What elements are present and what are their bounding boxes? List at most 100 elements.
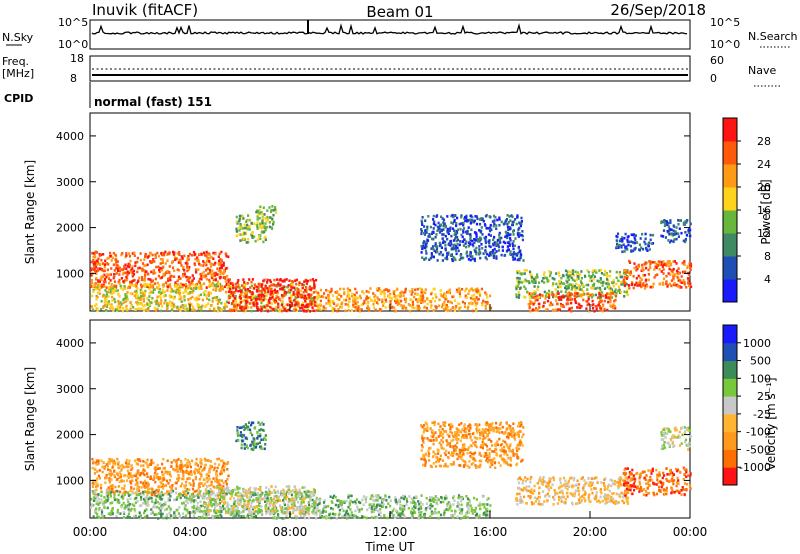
data-cell <box>194 499 198 502</box>
data-cell <box>516 276 520 280</box>
data-cell <box>451 307 454 310</box>
data-cell <box>560 276 563 280</box>
data-cell <box>517 296 520 299</box>
data-cell <box>164 262 167 265</box>
data-cell <box>396 303 399 307</box>
data-cell <box>204 262 207 266</box>
data-cell <box>329 290 332 294</box>
data-cell <box>544 276 547 280</box>
data-cell <box>109 484 112 488</box>
data-cell <box>669 262 673 266</box>
data-cell <box>179 261 182 265</box>
data-cell <box>104 481 107 484</box>
data-cell <box>207 501 210 504</box>
data-cell <box>219 272 222 276</box>
data-cell <box>242 295 245 298</box>
data-cell <box>662 283 665 286</box>
data-cell <box>250 292 253 296</box>
data-cell <box>107 277 111 280</box>
data-cell <box>199 458 202 461</box>
data-cell <box>123 490 126 494</box>
data-cell <box>251 236 254 239</box>
data-cell <box>384 306 387 309</box>
data-cell <box>177 308 180 311</box>
data-cell <box>434 242 437 245</box>
data-cell <box>297 289 300 292</box>
data-cell <box>644 266 648 270</box>
data-cell <box>196 493 199 497</box>
data-cell <box>196 304 199 307</box>
data-cell <box>153 467 156 470</box>
data-cell <box>123 484 126 487</box>
data-cell <box>188 252 192 256</box>
data-cell <box>167 505 170 508</box>
data-cell <box>411 290 414 294</box>
data-cell <box>450 301 453 305</box>
colorbar-swatch <box>723 118 737 142</box>
data-cell <box>340 295 343 298</box>
data-cell <box>305 310 308 313</box>
data-cell <box>484 245 487 249</box>
data-cell <box>447 290 450 294</box>
data-cell <box>108 488 111 491</box>
data-cell <box>146 463 149 467</box>
data-cell <box>210 480 213 484</box>
data-cell <box>310 303 313 306</box>
data-cell <box>465 216 468 220</box>
data-cell <box>139 516 142 520</box>
data-cell <box>181 512 185 515</box>
data-cell <box>444 234 447 238</box>
data-cell <box>246 288 250 291</box>
data-cell <box>549 301 552 305</box>
data-cell <box>206 267 209 270</box>
data-cell <box>96 495 99 498</box>
data-cell <box>96 500 99 503</box>
data-cell <box>119 473 123 476</box>
data-cell <box>165 479 169 483</box>
data-cell <box>469 238 472 242</box>
data-cell <box>126 515 129 518</box>
data-cell <box>387 289 390 293</box>
data-cell <box>635 277 638 280</box>
data-cell <box>150 497 153 500</box>
data-cell <box>146 481 149 485</box>
data-cell <box>117 485 120 488</box>
data-cell <box>157 301 160 305</box>
data-cell <box>153 260 156 263</box>
data-cell <box>197 258 200 262</box>
data-cell <box>118 269 122 273</box>
data-cell <box>419 298 422 302</box>
data-cell <box>438 231 442 234</box>
data-cell <box>161 493 164 497</box>
data-cell <box>635 268 638 272</box>
data-cell <box>116 457 119 461</box>
data-cell <box>255 302 258 305</box>
data-cell <box>265 226 268 229</box>
data-cell <box>139 464 142 468</box>
data-cell <box>209 495 212 498</box>
data-cell <box>122 465 125 469</box>
data-cell <box>150 301 153 305</box>
data-cell <box>147 306 150 310</box>
data-cell <box>570 287 573 291</box>
data-cell <box>565 273 568 277</box>
data-cell <box>164 299 167 302</box>
data-cell <box>101 500 104 504</box>
data-cell <box>171 266 175 270</box>
data-cell <box>171 250 175 254</box>
data-cell <box>176 283 179 286</box>
data-cell <box>267 298 271 302</box>
data-cell <box>354 302 357 305</box>
data-cell <box>113 469 116 473</box>
data-cell <box>453 309 456 312</box>
data-cell <box>224 462 227 466</box>
data-cell <box>279 283 282 287</box>
data-cell <box>184 303 187 307</box>
data-cell <box>129 301 132 304</box>
data-cell <box>452 246 455 250</box>
data-cell <box>96 284 99 287</box>
data-cell <box>105 309 108 312</box>
data-cell <box>376 287 379 290</box>
data-cell <box>199 510 202 513</box>
data-cell <box>420 229 423 233</box>
